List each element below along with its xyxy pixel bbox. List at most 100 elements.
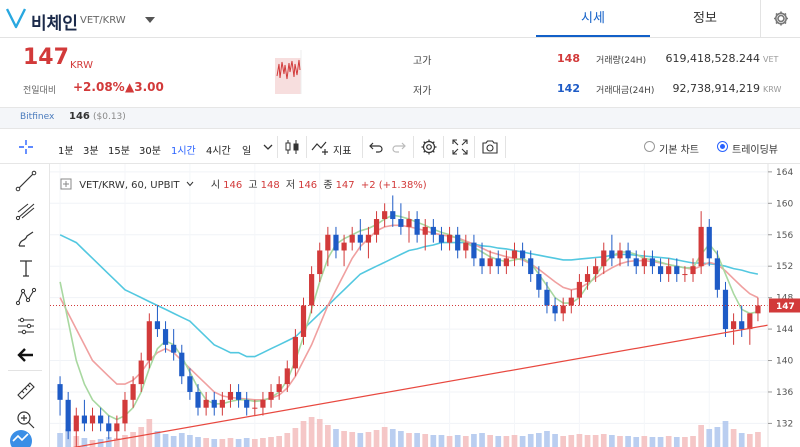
candle-body xyxy=(65,399,71,432)
change-absolute: ▲3.00 xyxy=(125,80,164,94)
candle-body xyxy=(503,258,509,267)
candle-body xyxy=(260,399,266,408)
y-tick-label: 136 xyxy=(776,388,793,398)
timeframe-1m[interactable]: 1분 xyxy=(58,146,74,157)
candle-body xyxy=(609,250,615,259)
toolbar-divider xyxy=(413,136,414,158)
text-tool-icon[interactable] xyxy=(15,257,37,279)
fib-tool-icon[interactable] xyxy=(15,199,37,221)
ruler-tool-icon[interactable] xyxy=(15,380,37,402)
candle-body xyxy=(511,250,518,259)
trend-line xyxy=(72,324,769,447)
fullscreen-icon[interactable] xyxy=(451,138,469,156)
settings-button[interactable] xyxy=(760,0,800,37)
basic-chart-label[interactable]: 기본 차트 xyxy=(659,145,699,156)
candle-body xyxy=(747,313,753,330)
candle-body xyxy=(114,423,120,432)
candle-body xyxy=(162,329,169,345)
low-label: 저가 xyxy=(413,86,432,97)
y-tick-label: 144 xyxy=(776,325,793,335)
candle-body xyxy=(495,258,501,267)
candle-body xyxy=(382,211,388,220)
tool-divider xyxy=(8,370,42,371)
candle-type-icon[interactable] xyxy=(283,138,301,156)
volume-bar xyxy=(195,437,201,447)
volume-bar xyxy=(519,436,526,447)
zoom-in-icon[interactable] xyxy=(15,409,37,431)
amount-label: 거래대금(24H) xyxy=(596,86,655,96)
timeframe-1h[interactable]: 1시간 xyxy=(171,146,196,157)
candle-body xyxy=(179,352,185,377)
legend-close-label: 종 xyxy=(323,180,333,191)
volume-bar xyxy=(495,436,502,447)
pattern-tool-icon[interactable] xyxy=(15,286,37,308)
candle-body xyxy=(203,399,209,408)
candle-body xyxy=(722,289,729,330)
indicator-button[interactable]: 지표 xyxy=(333,146,352,157)
volume-bar xyxy=(422,434,429,447)
tradingview-radio[interactable] xyxy=(717,141,728,152)
camera-icon[interactable] xyxy=(481,138,499,156)
collapse-icon[interactable] xyxy=(60,178,72,190)
volume-bar xyxy=(641,436,648,447)
toolbar-divider xyxy=(505,136,506,158)
undo-icon[interactable] xyxy=(367,138,385,156)
candle-body xyxy=(130,384,136,400)
volume-bar xyxy=(308,417,315,447)
volume-bar xyxy=(568,435,575,447)
tradingview-label[interactable]: 트레이딩뷰 xyxy=(732,145,778,156)
candle-body xyxy=(73,415,79,432)
volume-bar xyxy=(187,435,193,447)
volume-bar xyxy=(341,431,347,447)
basic-chart-radio[interactable] xyxy=(644,141,655,152)
volume-bar xyxy=(154,431,161,447)
indicator-icon[interactable] xyxy=(311,138,329,156)
legend-open-label: 시 xyxy=(210,180,221,191)
vechain-logo-icon xyxy=(6,8,26,29)
price-sparkline xyxy=(275,50,390,94)
volume-bar xyxy=(389,429,396,447)
timeframe-15m[interactable]: 15분 xyxy=(108,146,130,157)
legend-open: 146 xyxy=(223,180,243,191)
coin-pair: VET/KRW xyxy=(80,15,126,26)
trendline-tool-icon[interactable] xyxy=(15,170,37,192)
candle-body xyxy=(471,242,477,259)
toolbar-divider xyxy=(277,136,278,158)
candle-body xyxy=(398,219,404,227)
chevron-down-icon[interactable] xyxy=(259,138,277,156)
candle-body xyxy=(649,258,656,267)
timeframe-3m[interactable]: 3분 xyxy=(83,146,99,157)
volume-bar xyxy=(527,434,534,447)
legend-change: +2 (+1.38%) xyxy=(360,180,427,191)
amount-value: 92,738,914,219 xyxy=(672,82,760,95)
toolbar-divider xyxy=(306,136,307,158)
timeframe-30m[interactable]: 30분 xyxy=(139,146,161,157)
candle-body xyxy=(560,305,566,314)
chevron-down-icon[interactable] xyxy=(186,180,194,188)
candle-body xyxy=(195,391,201,408)
volume-bar xyxy=(665,436,672,447)
redo-icon[interactable] xyxy=(390,138,408,156)
crosshair-icon[interactable] xyxy=(17,138,35,156)
candle-body xyxy=(479,258,485,267)
volume-bar xyxy=(682,437,688,447)
tab-price[interactable]: 시세 xyxy=(536,0,650,37)
price-chart[interactable]: 164 160 156 152 148 144 140 136 132 147 xyxy=(50,164,800,447)
candle-body xyxy=(146,321,152,361)
candle-body xyxy=(235,391,242,400)
volume-value: 619,418,528.244 xyxy=(665,52,760,65)
arrow-left-icon[interactable] xyxy=(15,344,37,366)
brush-tool-icon[interactable] xyxy=(15,228,37,250)
exchange-bar: Bitfinex 146 ($0.13) xyxy=(0,107,800,129)
gear-icon[interactable] xyxy=(420,138,438,156)
header: 비체인 VET/KRW 시세 정보 xyxy=(0,0,800,38)
change-percent: +2.08% xyxy=(73,80,125,94)
timeframe-4h[interactable]: 4시간 xyxy=(206,146,231,157)
pair-dropdown-icon[interactable] xyxy=(145,17,155,23)
candle-body xyxy=(552,305,558,314)
measure-tool-icon[interactable] xyxy=(15,315,37,337)
timeframe-day[interactable]: 일 xyxy=(242,146,252,157)
tab-info[interactable]: 정보 xyxy=(693,11,717,26)
exchange-name[interactable]: Bitfinex xyxy=(20,112,55,122)
volume-bar xyxy=(406,433,412,447)
